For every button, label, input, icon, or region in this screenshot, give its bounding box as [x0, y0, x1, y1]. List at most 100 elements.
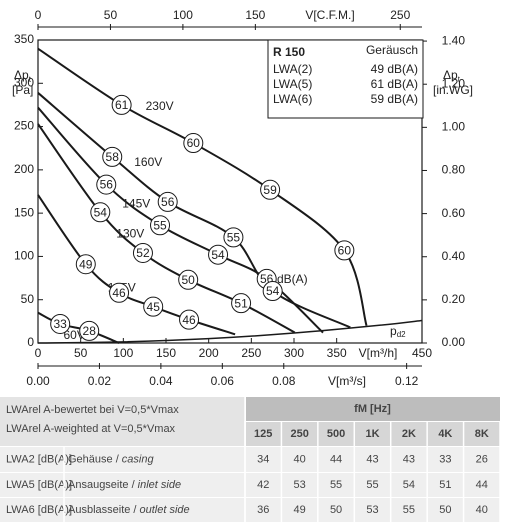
noise-label: 54: [266, 284, 280, 298]
table-col-header: 2K: [402, 428, 416, 440]
table-cell: 50: [439, 504, 451, 516]
table-cell: 55: [403, 504, 415, 516]
legend-row-value: 49 dB(A): [371, 62, 418, 76]
y-tick-label: 250: [14, 119, 34, 133]
noise-marker: [262, 281, 283, 302]
pd2-label-sub: d2: [397, 330, 406, 339]
legend-row-value: 61 dB(A): [371, 77, 418, 91]
y2-tick-label: 0.60: [442, 206, 466, 220]
y-tick-label: 300: [14, 75, 34, 89]
noise-label: 60: [338, 244, 352, 258]
series-label: 145V: [122, 197, 150, 211]
y-axis-unit: [Pa]: [12, 83, 33, 97]
table-cell: 55: [330, 479, 342, 491]
table-row-desc-de: Gehäuse /: [68, 453, 120, 465]
noise-marker: [260, 179, 281, 200]
y-tick-label: 0: [27, 335, 34, 349]
table-title-line: LWArel A-bewertet bei V=0,5*Vmax: [6, 404, 179, 416]
noise-marker: [50, 313, 71, 334]
pd2-curve: [37, 319, 423, 344]
y2-tick-label: 1.20: [442, 76, 466, 90]
x-tick-label: 200: [199, 346, 219, 360]
x3-axis-label: V[m³/s]: [328, 374, 366, 388]
y2-tick-label: 0.80: [442, 163, 466, 177]
y-tick-label: 100: [14, 249, 34, 263]
noise-marker: [132, 242, 153, 263]
y-axis-label-main: Δp: [14, 68, 29, 82]
table-cell: 44: [330, 453, 342, 465]
legend-box: [267, 39, 424, 119]
noise-label: 49: [79, 257, 93, 271]
noise-marker: [334, 240, 355, 261]
x-tick-label: 250: [241, 346, 261, 360]
table-title-line: LWArel A-weighted at V=0,5*Vmax: [6, 423, 176, 435]
x3-tick-label: 0.12: [395, 374, 419, 388]
x-tick-label: 0: [35, 346, 42, 360]
legend-row-value: 59 dB(A): [371, 92, 418, 106]
noise-label: 56: [100, 178, 114, 192]
x2-tick-label: 50: [104, 8, 118, 22]
y2-tick-label: 1.00: [442, 120, 466, 134]
noise-marker: [109, 282, 130, 303]
noise-label: 61: [115, 98, 129, 112]
noise-label: 58: [106, 150, 120, 164]
x3-tick-label: 0.08: [272, 374, 296, 388]
x-tick-label: 100: [113, 346, 133, 360]
table-head-freq: [246, 397, 500, 421]
table-cell: 54: [403, 479, 415, 491]
noise-label: 50: [182, 273, 196, 287]
y-axis-label: Δpt: [14, 68, 32, 84]
series-label: 130V: [116, 226, 144, 240]
table-row-desc-de: Ausblasseite /: [68, 504, 137, 516]
y-axis-label-sub: t: [29, 75, 32, 84]
x-tick-label: 50: [74, 346, 88, 360]
y-tick-label: 50: [21, 292, 35, 306]
noise-marker: [223, 227, 244, 248]
table-cell: 42: [257, 479, 269, 491]
noise-marker: [231, 293, 252, 314]
plot-frame: [37, 39, 423, 344]
table-row-bg: [0, 473, 500, 497]
table-row-desc-de: Ansaugseite /: [68, 479, 136, 491]
table-cell: 44: [476, 479, 488, 491]
table-row-label: LWA5 [dB(A)]: [6, 479, 72, 491]
table-cell: 49: [294, 504, 306, 516]
noise-label: 59: [263, 183, 277, 197]
noise-label: 54: [94, 205, 108, 219]
table-cell: 40: [476, 504, 488, 516]
table-cell: 40: [294, 453, 306, 465]
y2-tick-label: 0.40: [442, 249, 466, 263]
x3-tick-label: 0.02: [88, 374, 112, 388]
noise-marker: [90, 202, 111, 223]
table-row-desc: Ansaugseite / inlet side: [68, 479, 181, 491]
legend-row-label: LWA(5): [273, 77, 312, 91]
table-row-desc-en: outlet side: [139, 504, 189, 516]
table-row-desc-en: inlet side: [138, 479, 181, 491]
noise-label: 55: [153, 218, 167, 232]
x2-tick-label: 150: [245, 8, 265, 22]
table-cell: 43: [403, 453, 415, 465]
noise-label: 56: [161, 195, 175, 209]
series-label: 160V: [134, 155, 162, 169]
table-col-header: 8K: [475, 428, 489, 440]
pd2-label-main: p: [390, 324, 397, 338]
noise-unit: dB(A): [277, 272, 308, 286]
noise-marker: [178, 269, 199, 290]
legend-row-label: LWA(2): [273, 62, 312, 76]
speed-curve: [37, 106, 324, 334]
noise-label: 55: [227, 231, 241, 245]
x-axis-label: V[m³/h]: [359, 346, 398, 360]
noise-label: 46: [112, 286, 126, 300]
noise-marker: [102, 146, 123, 167]
x3-tick-label: 0.04: [149, 374, 173, 388]
noise-marker: [143, 296, 164, 317]
speed-curve: [37, 194, 236, 336]
table-cell: 36: [257, 504, 269, 516]
noise-marker: [150, 215, 171, 236]
legend-subtitle: Geräusch: [366, 43, 418, 57]
noise-marker: [75, 254, 96, 275]
noise-marker: [96, 174, 117, 195]
series-label: 230V: [146, 99, 174, 113]
table-cell: 33: [439, 453, 451, 465]
